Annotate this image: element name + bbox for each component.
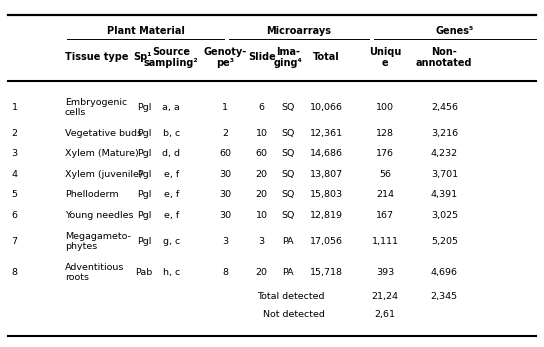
Text: 60: 60 (219, 149, 231, 158)
Text: 14,686: 14,686 (311, 149, 343, 158)
Text: Source
sampling²: Source sampling² (144, 47, 199, 68)
Text: Vegetative buds: Vegetative buds (65, 129, 141, 138)
Text: 7: 7 (11, 237, 17, 246)
Text: 167: 167 (376, 211, 394, 220)
Text: 1: 1 (222, 103, 228, 112)
Text: Pgl: Pgl (137, 190, 151, 199)
Text: a, a: a, a (163, 103, 180, 112)
Text: 3,025: 3,025 (431, 211, 458, 220)
Text: 2,456: 2,456 (431, 103, 458, 112)
Text: 4,696: 4,696 (431, 268, 458, 277)
Text: SQ: SQ (281, 103, 295, 112)
Text: 10: 10 (256, 129, 268, 138)
Text: Total: Total (312, 52, 339, 62)
Text: Microarrays: Microarrays (267, 26, 331, 36)
Text: 3: 3 (259, 237, 265, 246)
Text: 393: 393 (376, 268, 394, 277)
Text: b, c: b, c (163, 129, 180, 138)
Text: PA: PA (282, 237, 294, 246)
Text: Pgl: Pgl (137, 237, 151, 246)
Text: 10: 10 (256, 211, 268, 220)
Text: Pgl: Pgl (137, 211, 151, 220)
Text: Ima-
ging⁴: Ima- ging⁴ (274, 47, 302, 68)
Text: 100: 100 (376, 103, 394, 112)
Text: g, c: g, c (163, 237, 180, 246)
Text: Sp¹: Sp¹ (133, 52, 152, 62)
Text: Adventitious
roots: Adventitious roots (65, 263, 124, 282)
Text: 8: 8 (11, 268, 17, 277)
Text: SQ: SQ (281, 170, 295, 179)
Text: 10,066: 10,066 (311, 103, 343, 112)
Text: Pgl: Pgl (137, 103, 151, 112)
Text: 6: 6 (259, 103, 265, 112)
Text: Non-
annotated: Non- annotated (416, 47, 473, 68)
Text: 30: 30 (219, 211, 231, 220)
Text: Young needles: Young needles (65, 211, 133, 220)
Text: Xylem (Mature): Xylem (Mature) (65, 149, 139, 158)
Text: 3: 3 (11, 149, 18, 158)
Text: 56: 56 (379, 170, 391, 179)
Text: 30: 30 (219, 190, 231, 199)
Text: Total detected: Total detected (257, 292, 325, 301)
Text: SQ: SQ (281, 149, 295, 158)
Text: 15,803: 15,803 (311, 190, 343, 199)
Text: 13,807: 13,807 (311, 170, 343, 179)
Text: 30: 30 (219, 170, 231, 179)
Text: 2,345: 2,345 (431, 292, 458, 301)
Text: 17,056: 17,056 (311, 237, 343, 246)
Text: Pgl: Pgl (137, 129, 151, 138)
Text: 12,819: 12,819 (311, 211, 343, 220)
Text: Uniqu
e: Uniqu e (369, 47, 401, 68)
Text: SQ: SQ (281, 211, 295, 220)
Text: 60: 60 (256, 149, 268, 158)
Text: Tissue type: Tissue type (65, 52, 128, 62)
Text: 3,216: 3,216 (431, 129, 458, 138)
Text: 1: 1 (11, 103, 17, 112)
Text: e, f: e, f (164, 170, 179, 179)
Text: h, c: h, c (163, 268, 180, 277)
Text: 8: 8 (222, 268, 228, 277)
Text: Genoty-
pe³: Genoty- pe³ (203, 47, 247, 68)
Text: Megagameto-
phytes: Megagameto- phytes (65, 231, 131, 251)
Text: 128: 128 (376, 129, 394, 138)
Text: 2: 2 (11, 129, 17, 138)
Text: 20: 20 (256, 190, 268, 199)
Text: 1,111: 1,111 (372, 237, 399, 246)
Text: 12,361: 12,361 (311, 129, 343, 138)
Text: Plant Material: Plant Material (107, 26, 184, 36)
Text: 3,701: 3,701 (431, 170, 458, 179)
Text: SQ: SQ (281, 129, 295, 138)
Text: 2,61: 2,61 (375, 310, 395, 319)
Text: 3: 3 (222, 237, 228, 246)
Text: SQ: SQ (281, 190, 295, 199)
Text: 4: 4 (11, 170, 17, 179)
Text: Pab: Pab (135, 268, 152, 277)
Text: Phelloderm: Phelloderm (65, 190, 119, 199)
Text: PA: PA (282, 268, 294, 277)
Text: 214: 214 (376, 190, 394, 199)
Text: Genes⁵: Genes⁵ (436, 26, 474, 36)
Text: 6: 6 (11, 211, 17, 220)
Text: Pgl: Pgl (137, 149, 151, 158)
Text: 5: 5 (11, 190, 17, 199)
Text: Slide: Slide (248, 52, 276, 62)
Text: 21,24: 21,24 (372, 292, 399, 301)
Text: e, f: e, f (164, 211, 179, 220)
Text: e, f: e, f (164, 190, 179, 199)
Text: 5,205: 5,205 (431, 237, 458, 246)
Text: d, d: d, d (162, 149, 180, 158)
Text: 4,232: 4,232 (431, 149, 458, 158)
Text: Embryogenic
cells: Embryogenic cells (65, 98, 127, 117)
Text: 20: 20 (256, 170, 268, 179)
Text: 176: 176 (376, 149, 394, 158)
Text: Pgl: Pgl (137, 170, 151, 179)
Text: Xylem (juvenile): Xylem (juvenile) (65, 170, 143, 179)
Text: Not detected: Not detected (263, 310, 325, 319)
Text: 15,718: 15,718 (311, 268, 343, 277)
Text: 2: 2 (222, 129, 228, 138)
Text: 20: 20 (256, 268, 268, 277)
Text: 4,391: 4,391 (431, 190, 458, 199)
